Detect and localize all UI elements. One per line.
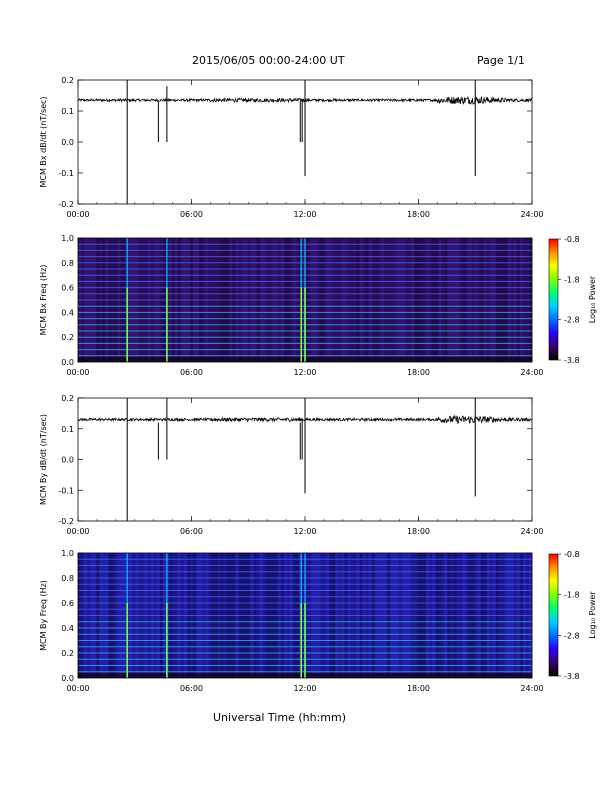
- y-tick-label: 0.4: [61, 624, 74, 633]
- y-tick-label: 0.6: [61, 599, 74, 608]
- y-tick-label: 0.6: [61, 284, 74, 293]
- plot-frame: [77, 552, 533, 679]
- y-tick-label: 0.2: [61, 333, 74, 342]
- y-axis-label: MCM Bx dB/dt (nT/sec): [39, 96, 48, 187]
- x-tick-label: 12:00: [293, 684, 316, 693]
- y-tick-label: 1.0: [61, 549, 74, 558]
- x-tick-label: 06:00: [180, 684, 203, 693]
- x-tick-label: 00:00: [66, 210, 89, 219]
- y-tick-label: 0.0: [61, 358, 74, 367]
- x-tick-label: 00:00: [66, 527, 89, 536]
- colorbar-tick-label: -3.8: [564, 356, 580, 365]
- y-axis-label: MCM Bx Freq (Hz): [39, 265, 48, 336]
- plot-frame: [77, 237, 533, 363]
- x-tick-label: 12:00: [293, 368, 316, 377]
- x-tick-label: 18:00: [407, 210, 430, 219]
- y-tick-label: 0.0: [61, 138, 74, 147]
- y-tick-label: -0.1: [58, 169, 74, 178]
- plot-frame: [77, 397, 533, 522]
- colorbar: [548, 238, 559, 361]
- colorbar-label: Log₁₀ Power: [588, 591, 597, 639]
- colorbar-tick-label: -2.8: [564, 316, 580, 325]
- y-tick-label: 0.2: [61, 394, 74, 403]
- page-indicator: Page 1/1: [477, 54, 525, 67]
- x-tick-label: 18:00: [407, 527, 430, 536]
- x-tick-label: 06:00: [180, 527, 203, 536]
- y-axis-label: MCM By Freq (Hz): [39, 580, 48, 651]
- x-tick-label: 24:00: [520, 527, 543, 536]
- x-tick-label: 24:00: [520, 368, 543, 377]
- y-tick-label: 0.4: [61, 308, 74, 317]
- y-tick-label: -0.2: [58, 517, 74, 526]
- y-tick-label: -0.1: [58, 486, 74, 495]
- y-tick-label: 0.2: [61, 76, 74, 85]
- y-tick-label: -0.2: [58, 200, 74, 209]
- date-range-title: 2015/06/05 00:00-24:00 UT: [192, 54, 345, 67]
- y-axis-label: MCM By dB/dt (nT/sec): [39, 414, 48, 505]
- colorbar-tick-label: -3.8: [564, 672, 580, 681]
- colorbar-tick-label: -1.8: [564, 275, 580, 284]
- y-tick-label: 0.2: [61, 649, 74, 658]
- x-tick-label: 12:00: [293, 527, 316, 536]
- x-axis-label: Universal Time (hh:mm): [213, 711, 346, 724]
- colorbar-tick-label: -1.8: [564, 591, 580, 600]
- colorbar: [548, 553, 559, 677]
- x-tick-label: 00:00: [66, 684, 89, 693]
- x-tick-label: 18:00: [407, 368, 430, 377]
- y-tick-label: 0.8: [61, 259, 74, 268]
- y-tick-label: 0.8: [61, 574, 74, 583]
- y-tick-label: 0.0: [61, 456, 74, 465]
- y-tick-label: 0.1: [61, 107, 74, 116]
- x-tick-label: 06:00: [180, 210, 203, 219]
- x-tick-label: 06:00: [180, 368, 203, 377]
- colorbar-tick-label: -0.8: [564, 550, 580, 559]
- x-tick-label: 12:00: [293, 210, 316, 219]
- y-tick-label: 0.0: [61, 674, 74, 683]
- colorbar-label: Log₁₀ Power: [588, 275, 597, 323]
- x-tick-label: 24:00: [520, 684, 543, 693]
- y-tick-label: 1.0: [61, 234, 74, 243]
- colorbar-tick-label: -0.8: [564, 235, 580, 244]
- x-tick-label: 18:00: [407, 684, 430, 693]
- plot-frame: [77, 79, 533, 205]
- colorbar-tick-label: -2.8: [564, 631, 580, 640]
- y-tick-label: 0.1: [61, 425, 74, 434]
- x-tick-label: 24:00: [520, 210, 543, 219]
- x-tick-label: 00:00: [66, 368, 89, 377]
